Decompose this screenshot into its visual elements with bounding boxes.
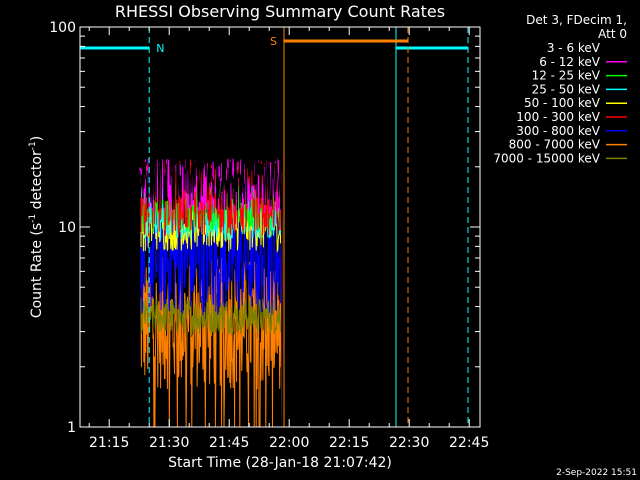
x-tick-label: 22:30: [389, 435, 429, 451]
legend-entry-label: 100 - 300 keV: [516, 110, 600, 124]
legend-entry-label: 6 - 12 keV: [539, 55, 601, 69]
x-axis-label: Start Time (28-Jan-18 21:07:42): [168, 455, 392, 471]
y-tick-label: 1: [67, 420, 76, 436]
series-trace-8: [139, 295, 283, 428]
legend-header-line-1: Det 3, FDecim 1,: [526, 13, 627, 27]
x-tick-label: 21:30: [149, 435, 189, 451]
series-trace-0: [139, 141, 283, 428]
y-tick-label: 10: [58, 220, 76, 236]
legend-entry-label: 7000 - 15000 keV: [493, 151, 600, 165]
saa-label: S: [270, 35, 277, 48]
x-tick-label: 22:15: [329, 435, 369, 451]
legend-entry-label: 300 - 800 keV: [516, 124, 600, 138]
chart-title: RHESSI Observing Summary Count Rates: [115, 2, 445, 21]
x-tick-label: 22:45: [449, 435, 489, 451]
generation-timestamp: 2-Sep-2022 15:51: [556, 468, 637, 478]
y-axis-label: Count Rate (s-1 detector-1): [28, 136, 45, 318]
legend-entry-label: 3 - 6 keV: [547, 41, 601, 55]
legend-entry-label: 25 - 50 keV: [532, 82, 601, 96]
night-label: N: [156, 42, 164, 55]
legend-entry-label: 800 - 7000 keV: [509, 138, 601, 152]
y-tick-label: 100: [49, 20, 76, 36]
x-tick-label: 22:00: [269, 435, 309, 451]
series-trace-1: [139, 157, 283, 428]
x-tick-label: 21:15: [89, 435, 129, 451]
x-tick-label: 21:45: [209, 435, 249, 451]
legend-header-line-2: Att 0: [598, 27, 627, 41]
legend-entry-label: 50 - 100 keV: [524, 96, 601, 110]
legend-entry-label: 12 - 25 keV: [532, 69, 601, 83]
